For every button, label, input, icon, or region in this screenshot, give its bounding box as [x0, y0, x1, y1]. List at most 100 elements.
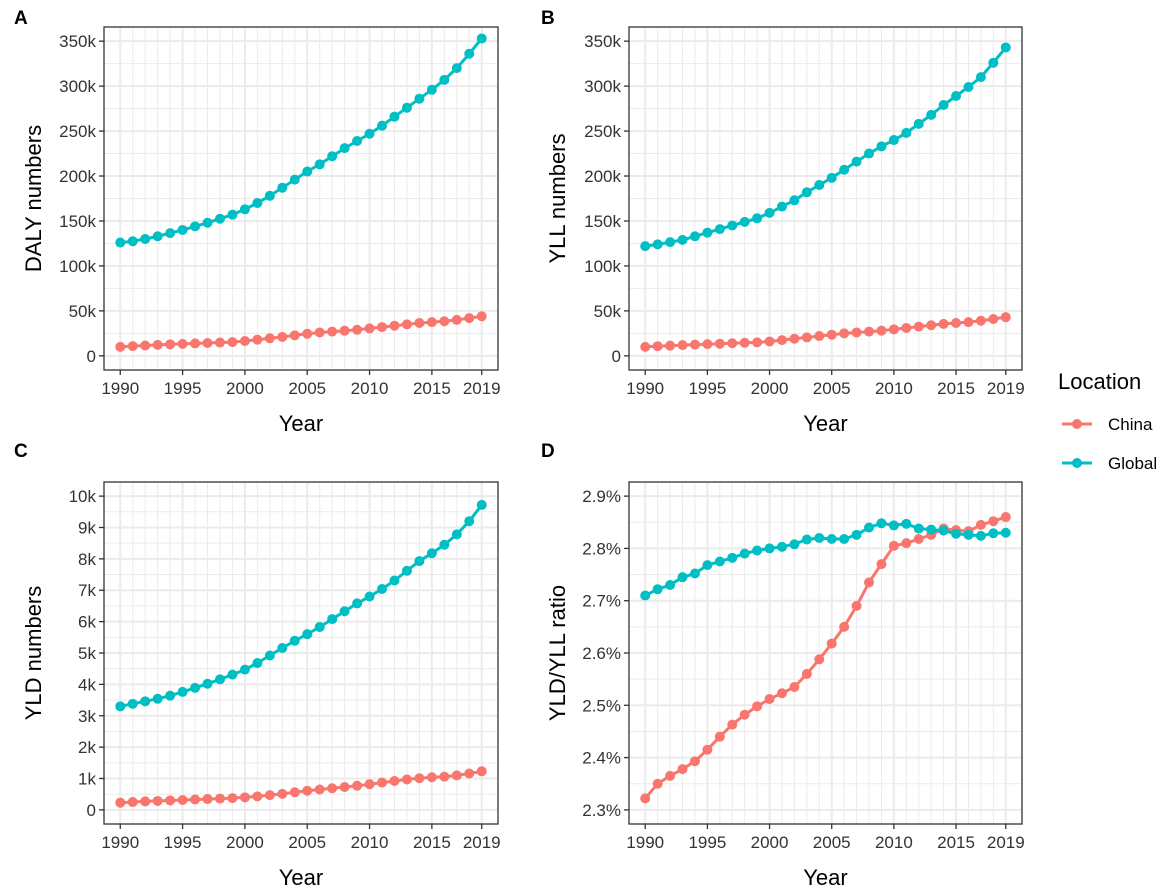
panel-c-series-china-point	[202, 794, 213, 805]
panel-c-series-global-point	[277, 642, 288, 653]
panel-a-series-china-point	[426, 317, 437, 328]
panel-a-series-global-point	[140, 233, 151, 244]
panel-d: D 1990 1995 2000 2005 2010 2015 2019 2.3% 2.4% 2.5…	[541, 441, 1025, 888]
panel-d-series-global-point	[665, 580, 676, 591]
panel-a-y-tick-label: 0	[87, 347, 96, 366]
panel-b-series-china-point	[739, 337, 750, 348]
panel-a-series-global-point	[339, 143, 350, 154]
panel-b-series-global-point	[689, 231, 700, 242]
panel-c-series-global-point	[352, 598, 363, 609]
panel-d-series-global-point	[901, 518, 912, 529]
panel-a-series-global-point	[190, 221, 201, 232]
panel-c-series-global-point	[327, 614, 338, 625]
panel-d-series-global-point	[864, 522, 875, 533]
panel-a-series-global-point	[277, 182, 288, 193]
panel-d-series-global-point	[938, 525, 949, 536]
panel-c-y-tick-label: 7k	[78, 581, 96, 600]
panel-a-series-global-point	[214, 213, 225, 224]
legend-key-china-point	[1072, 419, 1082, 429]
panel-c-series-global-point	[364, 591, 375, 602]
panel-d-series-china-point	[640, 793, 651, 804]
panel-b-series-china-point	[714, 338, 725, 349]
panel-d-y-tick-label: 2.9%	[582, 487, 621, 506]
panel-a-series-global-line	[120, 37, 483, 245]
panel-b-series-global-point	[814, 180, 825, 191]
panel-b-series-china-point	[1000, 312, 1011, 323]
panel-b-series-global-point	[776, 201, 787, 212]
panel-c-y-tick-label: 8k	[78, 550, 96, 569]
panel-b-series-china-point	[839, 328, 850, 339]
panel-d-y-tick-label: 2.8%	[582, 539, 621, 558]
panel-c-series-china-point	[127, 797, 138, 808]
panel-d-series-china-point	[764, 694, 775, 705]
panel-b-series-global-point	[826, 172, 837, 183]
panel-c-letter: C	[14, 441, 28, 462]
panel-b-series-china-point	[677, 340, 688, 351]
panel-a-series-global-point	[327, 151, 338, 162]
panel-c-series-global-point	[426, 548, 437, 559]
panel-b-series-global-point	[926, 109, 937, 120]
panel-b-series-global-point	[677, 234, 688, 245]
panel-c-series-global-point	[252, 658, 263, 669]
panel-c-y-tick-label: 10k	[69, 487, 97, 506]
panel-a-series-china-point	[127, 341, 138, 352]
panel-c-series-china-point	[439, 771, 450, 782]
panel-c-series-global-point	[377, 583, 388, 594]
panel-c-x-tick-label: 1990	[101, 833, 139, 852]
panel-c-series-global-point	[439, 539, 450, 550]
panel-a-series-china-point	[289, 330, 300, 341]
panel-c-series-china-point	[264, 790, 275, 801]
panel-b-series-china-point	[727, 338, 738, 349]
panel-a-series-global-point	[389, 111, 400, 122]
panel-b-series-global-point	[888, 135, 899, 146]
panel-d-series-global-point	[714, 556, 725, 567]
panel-c-series-global-point	[451, 529, 462, 540]
panel-c-x-tick-label: 2019	[463, 833, 501, 852]
panel-d-series-global-point	[789, 539, 800, 550]
panel-b-series-china-point	[652, 341, 663, 352]
panel-a-letter: A	[14, 8, 28, 29]
panel-b-y-tick-label: 150k	[584, 212, 621, 231]
legend-item-china: China	[1062, 415, 1153, 434]
panel-a-series-china-point	[439, 316, 450, 327]
panel-d-series-china-point	[839, 621, 850, 632]
panel-a-series-global-point	[451, 63, 462, 74]
panel-b-series-china-point	[963, 317, 974, 328]
panel-d-series-global-point	[764, 543, 775, 554]
panel-a-y-tick-label: 300k	[59, 77, 96, 96]
panel-c-series-global-point	[214, 674, 225, 685]
panel-c-y-tick-label: 4k	[78, 675, 96, 694]
panel-b-x-tick-label: 1995	[688, 379, 726, 398]
panel-b-series-global-point	[851, 156, 862, 167]
panel-a-series-china-point	[277, 331, 288, 342]
panel-a-series-china-point	[401, 319, 412, 330]
panel-a-series-global-point	[426, 84, 437, 95]
panel-a-series-china-point	[165, 339, 176, 350]
panel-b-series-global-point	[839, 164, 850, 175]
panel-c-series-global-point	[414, 556, 425, 567]
panel-c-series-global-point	[177, 686, 188, 697]
panel-b-series-china-point	[901, 322, 912, 333]
panel-b-series-global-point	[640, 241, 651, 252]
panel-a-series-china-point	[140, 340, 151, 351]
panel-c-series-china-point	[364, 779, 375, 790]
panel-d-series-global-point	[652, 584, 663, 595]
panel-c-series-china-point	[239, 792, 250, 803]
legend: Location China Global	[1058, 369, 1157, 473]
panel-a-series-china-point	[364, 323, 375, 334]
panel-b-series-china-point	[689, 339, 700, 350]
panel-b-series-global-point	[652, 239, 663, 250]
panel-d-series-global-point	[826, 534, 837, 544]
panel-b-series-global-point	[901, 127, 912, 138]
panel-a-series-global-point	[227, 209, 238, 220]
panel-b-series-china-point	[814, 331, 825, 342]
panel-a-series-global-point	[165, 228, 176, 239]
panel-c-x-tick-label: 2005	[288, 833, 326, 852]
panel-b-y-axis-title: YLL numbers	[545, 133, 570, 263]
panel-b-series-global-point	[963, 82, 974, 93]
panel-c-series-global-point	[239, 664, 250, 675]
panel-a-frame	[103, 26, 499, 371]
panel-d-series-china-point	[677, 764, 688, 775]
panel-d-series-china-point	[752, 701, 763, 712]
